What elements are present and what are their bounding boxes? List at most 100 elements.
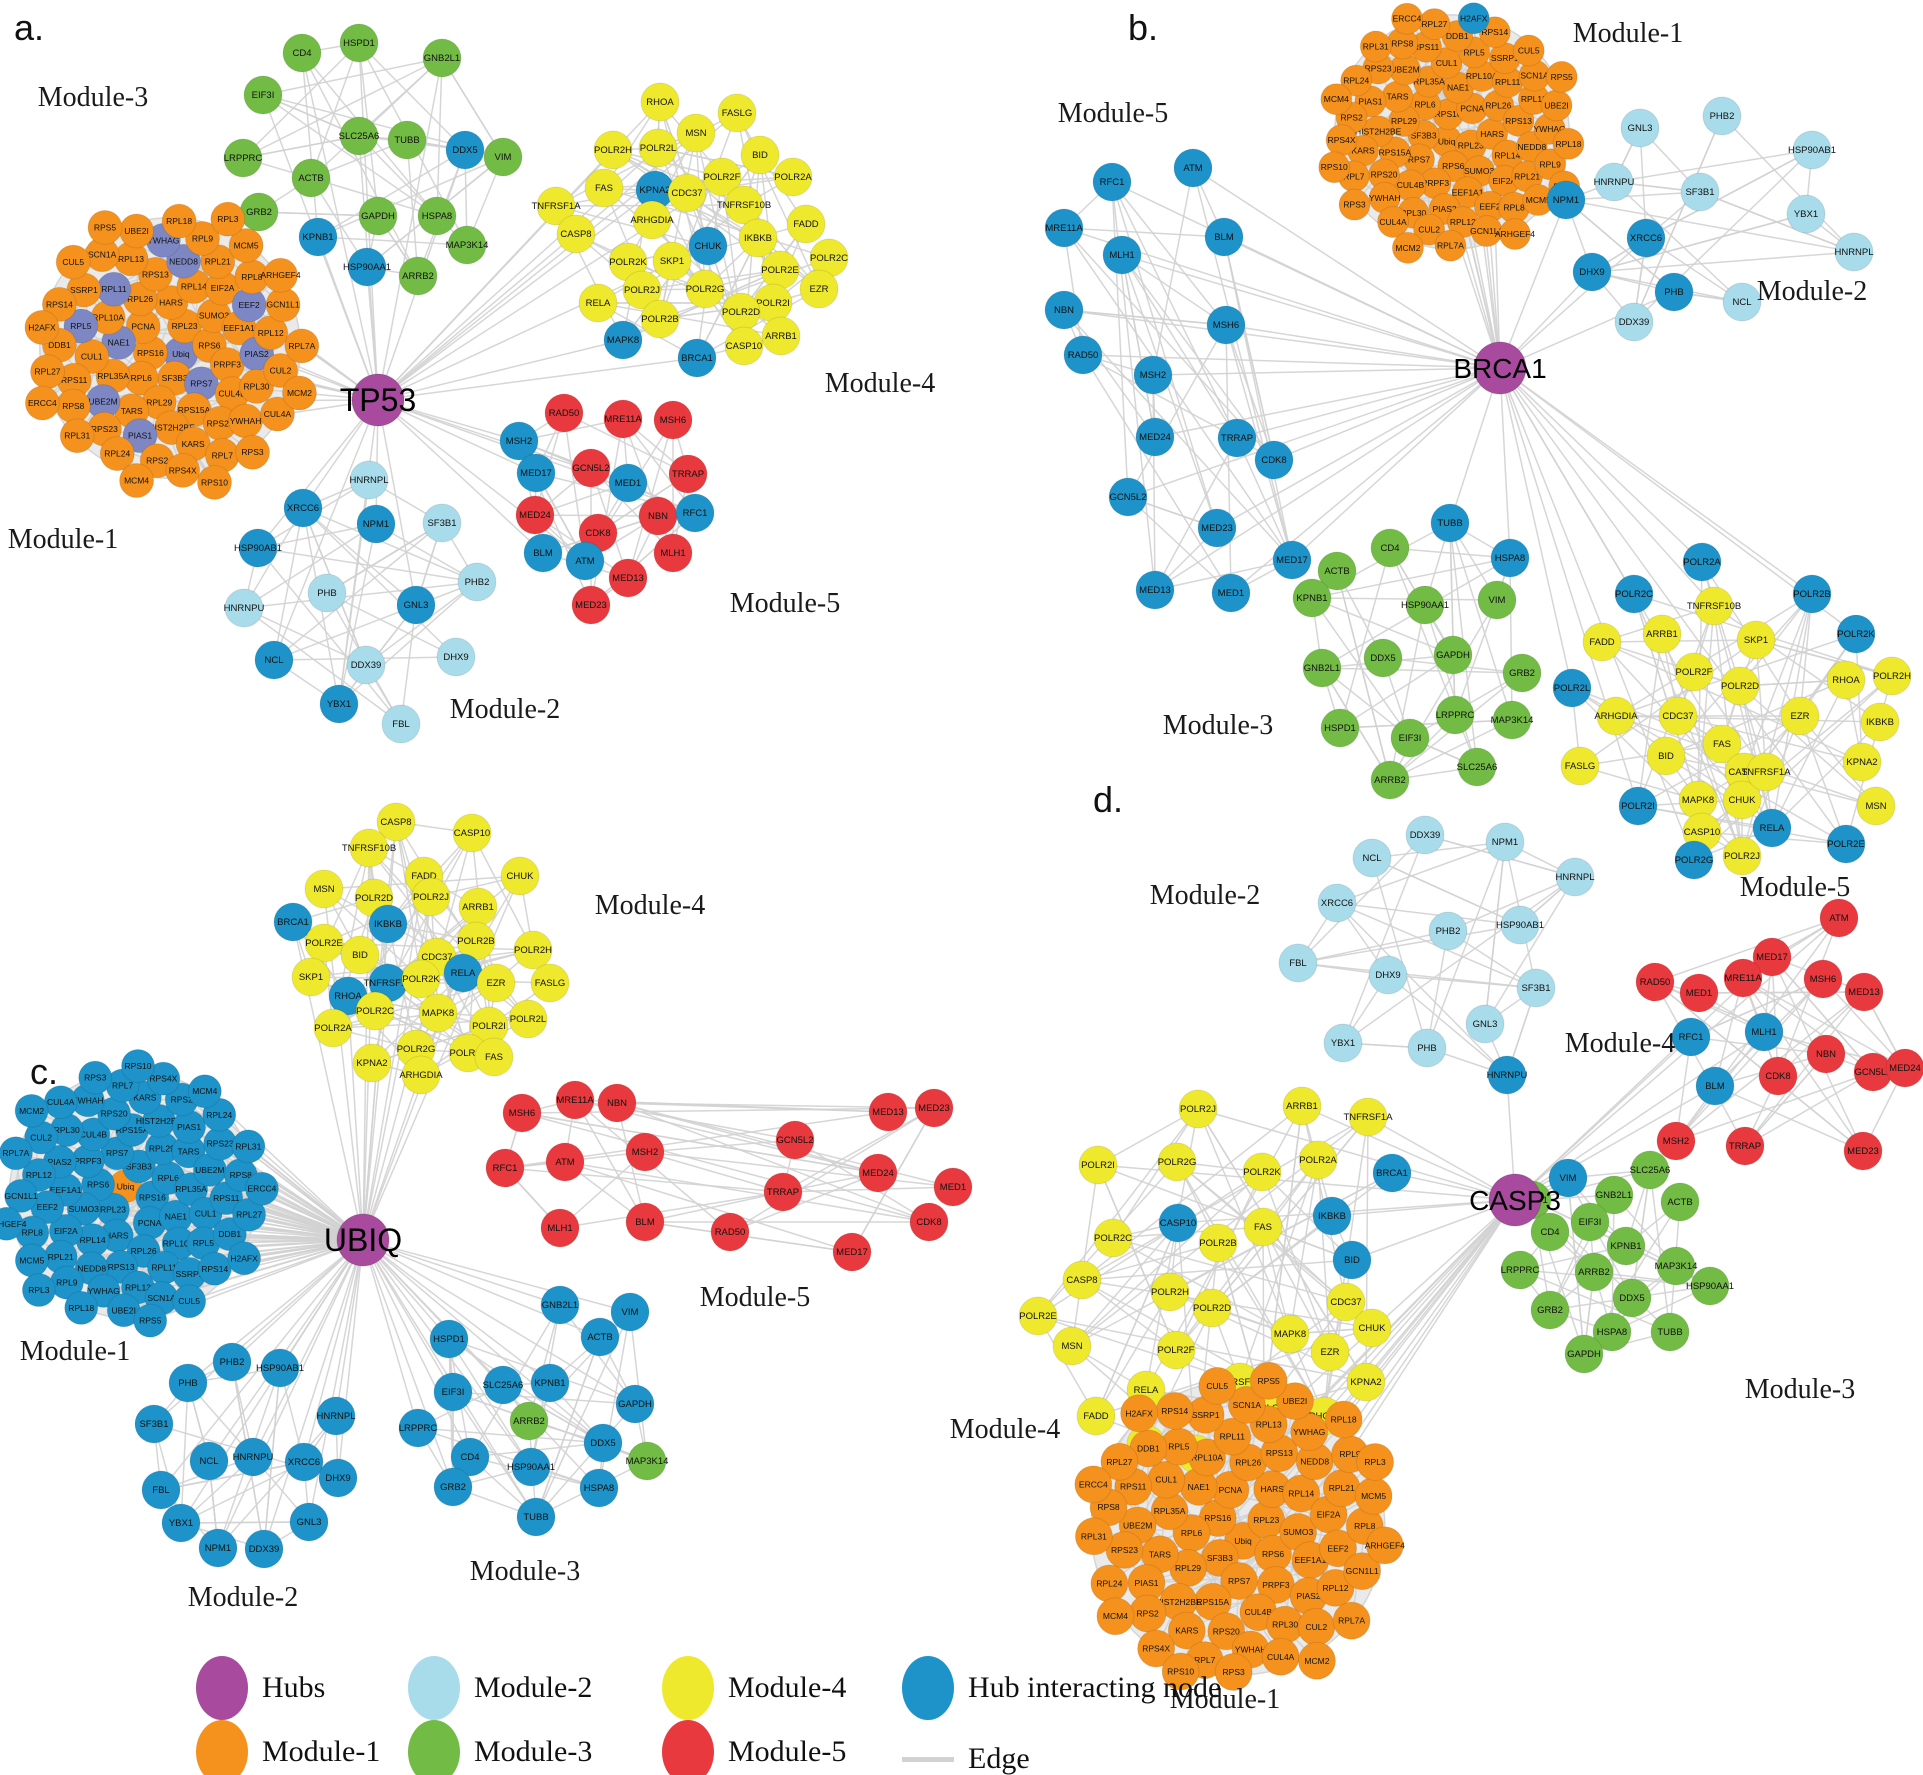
node-polr2g[interactable]: POLR2G bbox=[685, 269, 725, 309]
node-hspd1[interactable]: HSPD1 bbox=[429, 1319, 469, 1359]
node-atm[interactable]: ATM bbox=[1173, 148, 1213, 188]
node-polr2a[interactable]: POLR2A bbox=[1298, 1140, 1338, 1180]
node-nbn[interactable]: NBN bbox=[597, 1083, 637, 1123]
node-polr2a[interactable]: POLR2A bbox=[313, 1008, 353, 1048]
node-gcn1l1[interactable]: GCN1L1 bbox=[265, 287, 301, 323]
node-lrpprc[interactable]: LRPPRC bbox=[1435, 695, 1475, 735]
node-mapk8[interactable]: MAPK8 bbox=[418, 993, 458, 1033]
node-rpl31[interactable]: RPL31 bbox=[59, 418, 95, 454]
node-dhx9[interactable]: DHX9 bbox=[318, 1458, 358, 1498]
node-med1[interactable]: MED1 bbox=[608, 463, 648, 503]
node-rpl3[interactable]: RPL3 bbox=[210, 201, 246, 237]
node-mcm2[interactable]: MCM2 bbox=[1297, 1641, 1336, 1680]
node-msh6[interactable]: MSH6 bbox=[1803, 959, 1843, 999]
node-map3k14[interactable]: MAP3K14 bbox=[626, 1441, 669, 1481]
node-cdc37[interactable]: CDC37 bbox=[667, 173, 707, 213]
node-vim[interactable]: VIM bbox=[610, 1292, 650, 1332]
node-fbl[interactable]: FBL bbox=[141, 1470, 181, 1510]
node-hnrnpl[interactable]: HNRNPL bbox=[1555, 857, 1595, 897]
node-xrcc6[interactable]: XRCC6 bbox=[1317, 883, 1357, 923]
node-ercc4[interactable]: ERCC4 bbox=[244, 1171, 279, 1206]
node-map3k14[interactable]: MAP3K14 bbox=[1491, 700, 1534, 740]
node-rps10[interactable]: RPS10 bbox=[196, 464, 232, 500]
node-mcm4[interactable]: MCM4 bbox=[1096, 1597, 1135, 1636]
node-polr2e[interactable]: POLR2E bbox=[1826, 824, 1866, 864]
node-phb2[interactable]: PHB2 bbox=[212, 1342, 252, 1382]
node-mre11a[interactable]: MRE11A bbox=[603, 399, 643, 439]
node-med17[interactable]: MED17 bbox=[1272, 540, 1312, 580]
node-rfc1[interactable]: RFC1 bbox=[485, 1148, 525, 1188]
node-rfc1[interactable]: RFC1 bbox=[675, 493, 715, 533]
node-ybx1[interactable]: YBX1 bbox=[319, 684, 359, 724]
node-phb[interactable]: PHB bbox=[1407, 1028, 1447, 1068]
node-rpl18[interactable]: RPL18 bbox=[1552, 127, 1585, 160]
node-chuk[interactable]: CHUK bbox=[688, 226, 728, 266]
node-gnb2l1[interactable]: GNB2L1 bbox=[422, 38, 462, 78]
node-cul5[interactable]: CUL5 bbox=[55, 244, 91, 280]
node-gapdh[interactable]: GAPDH bbox=[1433, 635, 1473, 675]
node-slc25a6[interactable]: SLC25A6 bbox=[1457, 747, 1498, 787]
node-casp8[interactable]: CASP8 bbox=[556, 214, 596, 254]
node-polr2g[interactable]: POLR2G bbox=[1157, 1142, 1197, 1182]
node-gapdh[interactable]: GAPDH bbox=[1564, 1334, 1604, 1374]
node-rps5[interactable]: RPS5 bbox=[87, 210, 123, 246]
node-bid[interactable]: BID bbox=[340, 935, 380, 975]
node-npm1[interactable]: NPM1 bbox=[1546, 180, 1586, 220]
node-ncl[interactable]: NCL bbox=[1722, 282, 1762, 322]
node-polr2e[interactable]: POLR2E bbox=[760, 250, 800, 290]
node-gnl3[interactable]: GNL3 bbox=[1620, 108, 1660, 148]
node-trrap[interactable]: TRRAP bbox=[1217, 418, 1257, 458]
node-gnb2l1[interactable]: GNB2L1 bbox=[540, 1285, 580, 1325]
node-fadd[interactable]: FADD bbox=[1582, 622, 1622, 662]
node-gnb2l1[interactable]: GNB2L1 bbox=[1302, 648, 1342, 688]
node-hspa8[interactable]: HSPA8 bbox=[417, 196, 457, 236]
node-h2afx[interactable]: H2AFX bbox=[1457, 2, 1490, 35]
node-ncl[interactable]: NCL bbox=[254, 640, 294, 680]
node-med24[interactable]: MED24 bbox=[1885, 1048, 1923, 1088]
node-cul5[interactable]: CUL5 bbox=[1512, 34, 1545, 67]
node-cd4[interactable]: CD4 bbox=[1370, 528, 1410, 568]
node-msh2[interactable]: MSH2 bbox=[625, 1132, 665, 1172]
node-rad50[interactable]: RAD50 bbox=[1063, 335, 1103, 375]
node-polr2i[interactable]: POLR2I bbox=[1618, 786, 1658, 826]
node-cdk8[interactable]: CDK8 bbox=[1758, 1056, 1798, 1096]
node-rela[interactable]: RELA bbox=[578, 283, 618, 323]
node-bid[interactable]: BID bbox=[740, 135, 780, 175]
node-msh6[interactable]: MSH6 bbox=[1206, 305, 1246, 345]
node-hspa8[interactable]: HSPA8 bbox=[579, 1468, 619, 1508]
node-med23[interactable]: MED23 bbox=[1197, 508, 1237, 548]
node-hnrnpu[interactable]: HNRNPU bbox=[224, 588, 265, 628]
node-phb2[interactable]: PHB2 bbox=[457, 562, 497, 602]
node-rad50[interactable]: RAD50 bbox=[1635, 962, 1675, 1002]
node-rpl21[interactable]: RPL21 bbox=[1322, 1469, 1361, 1508]
node-polr2k[interactable]: POLR2K bbox=[1836, 614, 1876, 654]
node-kpnb1[interactable]: KPNB1 bbox=[298, 217, 338, 257]
node-lrpprc[interactable]: LRPPRC bbox=[223, 138, 263, 178]
node-ywhah[interactable]: YWHAH bbox=[228, 403, 264, 439]
node-mcm2[interactable]: MCM2 bbox=[14, 1093, 49, 1128]
node-rpl24[interactable]: RPL24 bbox=[1090, 1564, 1129, 1603]
node-gnl3[interactable]: GNL3 bbox=[289, 1502, 329, 1542]
node-hnrnpl[interactable]: HNRNPL bbox=[1834, 232, 1874, 272]
node-skp1[interactable]: SKP1 bbox=[652, 241, 692, 281]
node-ddx5[interactable]: DDX5 bbox=[1363, 638, 1403, 678]
node-h2afx[interactable]: H2AFX bbox=[227, 1241, 262, 1276]
node-polr2h[interactable]: POLR2H bbox=[513, 930, 553, 970]
node-kpna2[interactable]: KPNA2 bbox=[1842, 742, 1882, 782]
node-med23[interactable]: MED23 bbox=[1843, 1131, 1883, 1171]
node-arrb2[interactable]: ARRB2 bbox=[398, 256, 438, 296]
node-fbl[interactable]: FBL bbox=[1278, 943, 1318, 983]
node-ybx1[interactable]: YBX1 bbox=[1323, 1023, 1363, 1063]
node-npm1[interactable]: NPM1 bbox=[198, 1528, 238, 1568]
node-brca1[interactable]: BRCA1 bbox=[677, 338, 717, 378]
node-cul4a[interactable]: CUL4A bbox=[1261, 1637, 1300, 1676]
node-gnl3[interactable]: GNL3 bbox=[1465, 1004, 1505, 1044]
node-cul2[interactable]: CUL2 bbox=[1297, 1607, 1336, 1646]
node-polr2j[interactable]: POLR2J bbox=[1178, 1089, 1218, 1129]
node-rpl7a[interactable]: RPL7A bbox=[1332, 1601, 1371, 1640]
node-xrcc6[interactable]: XRCC6 bbox=[283, 488, 323, 528]
node-eif3i[interactable]: EIF3I bbox=[1570, 1202, 1610, 1242]
node-brca1[interactable]: BRCA1 bbox=[1372, 1153, 1412, 1193]
node-ezr[interactable]: EZR bbox=[476, 963, 516, 1003]
node-rps10[interactable]: RPS10 bbox=[1318, 151, 1351, 184]
